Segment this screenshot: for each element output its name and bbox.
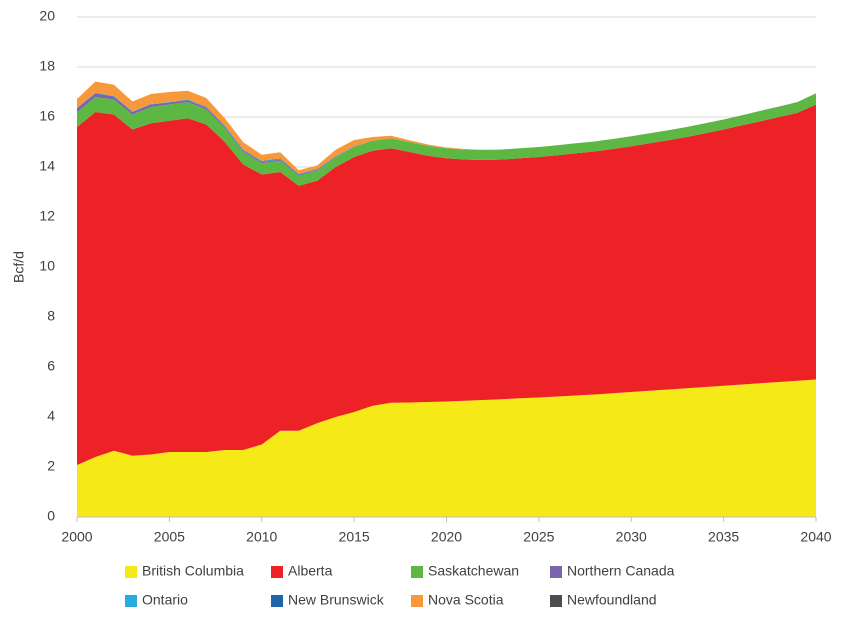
legend-label: New Brunswick [288, 592, 385, 608]
legend-label: Northern Canada [567, 563, 675, 579]
legend-swatch [411, 595, 423, 607]
x-tick-label: 2020 [431, 529, 462, 545]
legend-label: British Columbia [142, 563, 244, 579]
legend-swatch [550, 566, 562, 578]
x-tick-label: 2005 [154, 529, 185, 545]
legend-swatch [271, 566, 283, 578]
x-tick-label: 2035 [708, 529, 739, 545]
y-tick-label: 12 [39, 208, 55, 224]
legend-label: Alberta [288, 563, 333, 579]
legend-label: Nova Scotia [428, 592, 504, 608]
x-tick-label: 2030 [616, 529, 647, 545]
x-tick-label: 2040 [800, 529, 831, 545]
y-tick-label: 14 [39, 158, 55, 174]
y-tick-label: 10 [39, 258, 55, 274]
legend-label: Ontario [142, 592, 188, 608]
legend-swatch [125, 566, 137, 578]
y-tick-label: 0 [47, 508, 55, 524]
x-tick-label: 2015 [339, 529, 370, 545]
area [77, 104, 816, 465]
y-axis-label: Bcf/d [11, 251, 27, 283]
legend-swatch [125, 595, 137, 607]
legend-label: Saskatchewan [428, 563, 519, 579]
x-tick-label: 2010 [246, 529, 277, 545]
x-tick-label: 2025 [523, 529, 554, 545]
x-tick-label: 2000 [61, 529, 92, 545]
y-tick-label: 20 [39, 8, 55, 24]
legend-swatch [411, 566, 423, 578]
y-tick-label: 16 [39, 108, 55, 124]
y-tick-label: 6 [47, 358, 55, 374]
area [77, 379, 816, 517]
y-tick-label: 18 [39, 58, 55, 74]
legend-swatch [271, 595, 283, 607]
area [77, 93, 816, 186]
y-tick-label: 2 [47, 458, 55, 474]
y-tick-label: 8 [47, 308, 55, 324]
y-tick-label: 4 [47, 408, 55, 424]
legend-label: Newfoundland [567, 592, 657, 608]
legend-swatch [550, 595, 562, 607]
